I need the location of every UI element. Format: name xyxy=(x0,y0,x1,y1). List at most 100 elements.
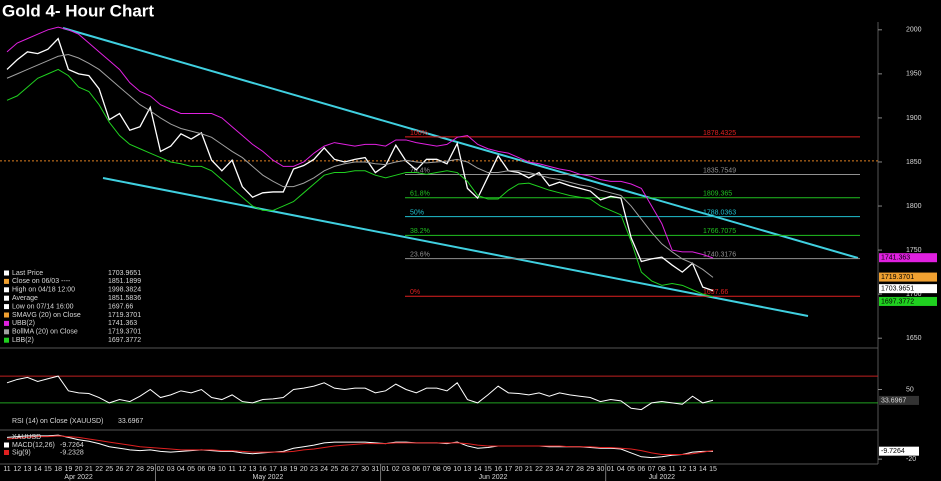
legend-label: BollMA (20) on Close xyxy=(12,329,78,336)
x-tick-label: 30 xyxy=(361,466,369,473)
x-tick-label: 11 xyxy=(228,466,235,473)
y-tick-label: 1700 xyxy=(906,291,922,298)
price-series xyxy=(6,53,714,278)
x-tick-label: 21 xyxy=(85,466,93,473)
legend-swatch xyxy=(4,450,9,455)
x-tick-label: 25 xyxy=(105,466,113,473)
y-tick-label: -20 xyxy=(906,456,916,463)
legend-label: Average xyxy=(12,295,38,302)
x-tick-label: 08 xyxy=(658,466,666,473)
x-tick-label: 26 xyxy=(341,466,349,473)
legend-box xyxy=(2,268,152,346)
rsi-tag-label: 33.6967 xyxy=(881,397,906,404)
y-tick-label: 1750 xyxy=(906,247,922,254)
x-tick-label: 16 xyxy=(494,466,502,473)
fib-value: 1809.365 xyxy=(703,191,732,198)
rsi-tag xyxy=(879,395,919,405)
legend-value: 1697.66 xyxy=(108,303,133,310)
month-label: Jun 2022 xyxy=(479,474,508,481)
price-tag xyxy=(879,284,937,294)
y-tick-label: 1850 xyxy=(906,159,922,166)
x-tick-label: 16 xyxy=(259,466,267,473)
x-tick-label: 01 xyxy=(382,466,390,473)
legend-value: 1719.3701 xyxy=(108,312,141,319)
fib-label: 23.6% xyxy=(410,251,430,258)
price-tag xyxy=(879,253,937,263)
legend-value: 1719.3701 xyxy=(108,329,141,336)
legend-swatch xyxy=(4,442,9,448)
macd-legend-label: Sig(9) xyxy=(12,449,31,456)
legend-label: Close on 06/03 ---- xyxy=(12,278,71,285)
chart-title: Gold 4- Hour Chart xyxy=(2,1,154,20)
legend-swatch xyxy=(4,329,9,335)
x-tick-label: 15 xyxy=(484,466,492,473)
x-tick-label: 18 xyxy=(279,466,287,473)
rsi-legend: RSI (14) on Close (XAUUSD) xyxy=(12,418,103,425)
x-tick-label: 21 xyxy=(525,466,533,473)
price-tag-label: 1697.3772 xyxy=(881,298,914,305)
legend-swatch xyxy=(4,295,9,301)
x-tick-label: 24 xyxy=(556,466,564,473)
x-tick-label: 17 xyxy=(269,466,277,473)
legend-swatch xyxy=(4,304,9,310)
fib-label: 61.8% xyxy=(410,191,430,198)
legend-swatch xyxy=(4,287,9,293)
legend-swatch xyxy=(4,320,9,326)
x-tick-label: 22 xyxy=(535,466,543,473)
x-tick-label: 05 xyxy=(187,466,195,473)
price-tag xyxy=(879,272,937,282)
y-tick-label: 1900 xyxy=(906,115,922,122)
legend-value: 1741.363 xyxy=(108,320,137,327)
x-tick-label: 07 xyxy=(648,466,656,473)
x-tick-label: 31 xyxy=(371,466,379,473)
legend-swatch xyxy=(4,312,9,318)
x-tick-label: 15 xyxy=(44,466,52,473)
rsi-line xyxy=(6,375,714,411)
fib-value: 1835.7549 xyxy=(703,167,736,174)
y-tick-label: 50 xyxy=(906,386,914,393)
rsi-legend-value: 33.6967 xyxy=(118,418,143,425)
fib-label: 76.4% xyxy=(410,167,430,174)
y-tick-label: 1650 xyxy=(906,335,922,342)
macd-legend-label: MACD(12,26) xyxy=(12,442,55,449)
x-tick-label: 28 xyxy=(576,466,584,473)
legend-value: 1703.9651 xyxy=(108,270,141,277)
x-tick-label: 03 xyxy=(167,466,175,473)
price-series xyxy=(6,68,714,298)
y-tick-label: 1800 xyxy=(906,203,922,210)
fib-value: 1697.66 xyxy=(703,289,728,296)
x-tick-label: 12 xyxy=(238,466,246,473)
x-tick-label: 06 xyxy=(412,466,420,473)
fib-value: 1740.3176 xyxy=(703,251,736,258)
x-tick-label: 27 xyxy=(566,466,574,473)
x-tick-label: 28 xyxy=(136,466,144,473)
x-tick-label: 11 xyxy=(3,466,10,473)
legend-label: SMAVG (20) on Close xyxy=(12,312,81,319)
macd-tag-label: -9.7264 xyxy=(881,448,905,455)
x-tick-label: 17 xyxy=(504,466,512,473)
x-tick-label: 20 xyxy=(300,466,308,473)
x-tick-label: 09 xyxy=(208,466,216,473)
x-tick-label: 06 xyxy=(198,466,206,473)
month-label: May 2022 xyxy=(253,474,284,481)
x-tick-label: 14 xyxy=(474,466,482,473)
x-tick-label: 01 xyxy=(607,466,615,473)
macd-line xyxy=(6,435,714,455)
x-tick-label: 13 xyxy=(24,466,32,473)
trend-line xyxy=(62,27,859,259)
x-tick-label: 18 xyxy=(54,466,62,473)
x-tick-label: 14 xyxy=(34,466,42,473)
macd-legend-value: -9.7264 xyxy=(60,442,84,449)
fib-label: 38.2% xyxy=(410,228,430,235)
x-tick-label: 30 xyxy=(597,466,605,473)
legend-value: 1697.3772 xyxy=(108,337,141,344)
x-tick-label: 13 xyxy=(689,466,697,473)
x-tick-label: 04 xyxy=(177,466,185,473)
month-label: Jul 2022 xyxy=(649,474,676,481)
x-tick-label: 06 xyxy=(637,466,645,473)
price-series xyxy=(6,37,714,292)
price-series xyxy=(6,26,714,259)
x-tick-label: 09 xyxy=(443,466,451,473)
x-tick-label: 10 xyxy=(218,466,226,473)
